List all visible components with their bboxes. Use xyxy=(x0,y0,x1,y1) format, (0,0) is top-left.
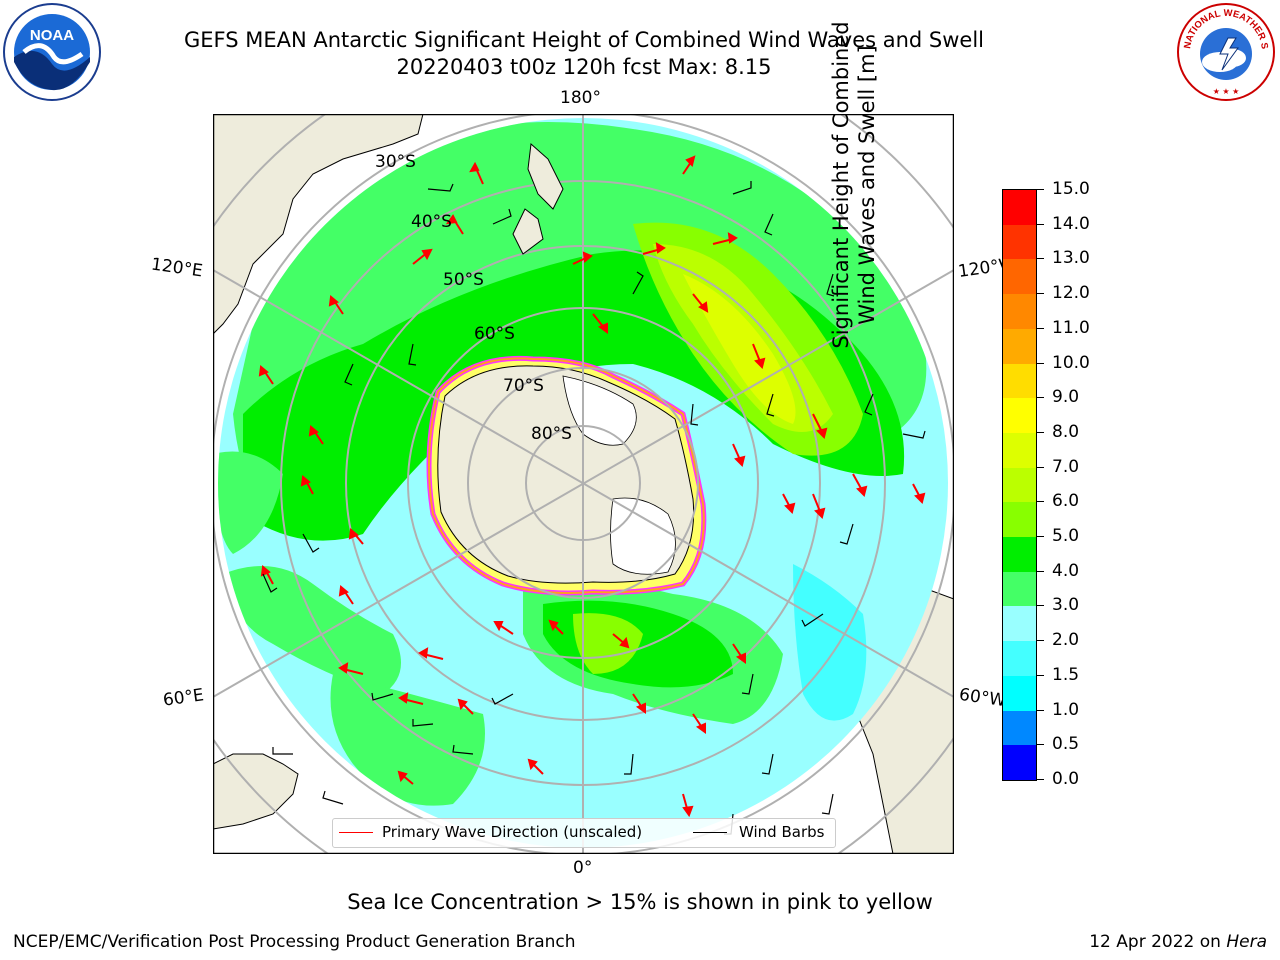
colorbar-tick-label: 7.0 xyxy=(1052,456,1080,477)
colorbar-segment xyxy=(1003,571,1036,607)
colorbar-tick-label: 14.0 xyxy=(1052,213,1090,234)
colorbar-segment xyxy=(1003,328,1036,365)
colorbar-tick xyxy=(1036,744,1044,746)
colorbar-tick xyxy=(1036,779,1044,780)
primary-wave-legend-label: Primary Wave Direction (unscaled) xyxy=(382,823,643,841)
colorbar-segment xyxy=(1003,294,1036,330)
colorbar-tick xyxy=(1036,536,1044,538)
colorbar-segment xyxy=(1003,537,1036,573)
footer-credit: NCEP/EMC/Verification Post Processing Pr… xyxy=(13,932,576,952)
sea-ice-note: Sea Ice Concentration > 15% is shown in … xyxy=(347,890,933,914)
colorbar-tick xyxy=(1036,223,1044,225)
wave-direction-arrows xyxy=(258,155,926,818)
colorbar-tick-label: 4.0 xyxy=(1052,560,1080,581)
colorbar-segment xyxy=(1003,675,1036,712)
lat-label-60s: 60°S xyxy=(474,324,515,344)
footer-date: 12 Apr 2022 on Hera xyxy=(1089,932,1267,952)
lat-label-80s: 80°S xyxy=(531,424,572,444)
colorbar-tick xyxy=(1036,674,1044,676)
colorbar-segment xyxy=(1003,398,1036,434)
colorbar-tick-label: 9.0 xyxy=(1052,387,1080,408)
colorbar-tick xyxy=(1036,466,1044,468)
colorbar-tick xyxy=(1036,501,1044,503)
colorbar-segment xyxy=(1003,467,1036,503)
noaa-logo: NOAA xyxy=(2,2,102,102)
colorbar-segment xyxy=(1003,363,1036,399)
graticule xyxy=(213,114,954,854)
colorbar-tick xyxy=(1036,362,1044,364)
colorbar-tick-label: 6.0 xyxy=(1052,491,1080,512)
colorbar-tick xyxy=(1036,570,1044,572)
lon-label-60e: 60°E xyxy=(161,685,206,711)
svg-text:NOAA: NOAA xyxy=(30,27,74,44)
colorbar-tick-label: 0.0 xyxy=(1052,769,1080,789)
colorbar-tick xyxy=(1036,709,1044,711)
colorbar-tick-label: 11.0 xyxy=(1052,317,1090,338)
colorbar-tick-label: 8.0 xyxy=(1052,421,1080,442)
colorbar-segment xyxy=(1003,432,1036,469)
colorbar-segment xyxy=(1003,745,1036,781)
lat-label-40s: 40°S xyxy=(411,212,452,232)
colorbar xyxy=(1002,189,1037,781)
lat-label-30s: 30°S xyxy=(375,152,416,172)
colorbar-tick-label: 1.5 xyxy=(1052,664,1080,685)
colorbar-segment xyxy=(1003,710,1036,746)
colorbar-tick-label: 10.0 xyxy=(1052,352,1090,373)
colorbar-tick-label: 3.0 xyxy=(1052,595,1080,616)
colorbar-tick xyxy=(1036,431,1044,433)
lon-label-180: 180° xyxy=(560,88,601,108)
colorbar-tick xyxy=(1036,397,1044,399)
colorbar-tick xyxy=(1036,258,1044,260)
map-title: GEFS MEAN Antarctic Significant Height o… xyxy=(183,28,985,52)
wind-barbs-legend-line xyxy=(693,832,727,833)
lon-label-120e: 120°E xyxy=(149,254,204,282)
colorbar-segment xyxy=(1003,224,1036,260)
colorbar-segment xyxy=(1003,190,1036,226)
colorbar-tick-label: 2.0 xyxy=(1052,630,1080,651)
colorbar-tick-label: 0.5 xyxy=(1052,734,1080,755)
colorbar-tick-label: 5.0 xyxy=(1052,526,1080,547)
nws-logo: NATIONAL WEATHER SERVICE ★ ★ ★ xyxy=(1173,0,1276,102)
wind-barbs xyxy=(262,181,926,835)
colorbar-segment xyxy=(1003,641,1036,677)
svg-text:★ ★ ★: ★ ★ ★ xyxy=(1213,87,1240,96)
colorbar-tick-label: 15.0 xyxy=(1052,179,1090,199)
colorbar-tick xyxy=(1036,640,1044,642)
colorbar-segment xyxy=(1003,259,1036,295)
colorbar-tick-label: 13.0 xyxy=(1052,248,1090,269)
wind-barbs-legend-label: Wind Barbs xyxy=(739,823,825,841)
colorbar-tick xyxy=(1036,605,1044,607)
colorbar-tick xyxy=(1036,293,1044,295)
polar-map: 180° 120°E 120°W 60°E 60°W 0° 30°S 40°S … xyxy=(150,88,1017,878)
colorbar-tick xyxy=(1036,189,1044,190)
lon-label-60w: 60°W xyxy=(957,684,1008,712)
lon-label-0: 0° xyxy=(573,858,593,878)
map-legend: Primary Wave Direction (unscaled) Wind B… xyxy=(332,818,836,848)
colorbar-tick-label: 12.0 xyxy=(1052,283,1090,304)
lat-label-50s: 50°S xyxy=(443,270,484,290)
primary-wave-legend-line xyxy=(339,832,373,833)
colorbar-tick xyxy=(1036,327,1044,329)
colorbar-segment xyxy=(1003,502,1036,538)
colorbar-label: Significant Height of Combined Wind Wave… xyxy=(829,21,879,349)
colorbar-segment xyxy=(1003,606,1036,642)
map-subtitle: 20220403 t00z 120h fcst Max: 8.15 xyxy=(396,55,772,79)
colorbar-tick-label: 1.0 xyxy=(1052,699,1080,720)
lat-label-70s: 70°S xyxy=(503,376,544,396)
footer-host: Hera xyxy=(1226,932,1267,952)
